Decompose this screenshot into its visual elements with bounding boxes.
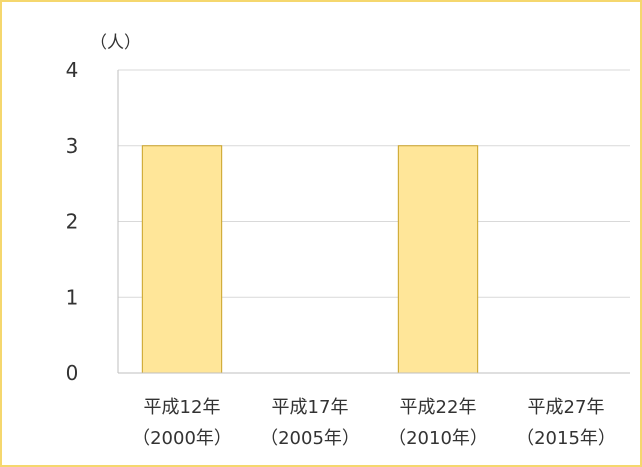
y-tick-label: 2 [66,210,79,234]
x-category-sublabel: （2010年） [388,428,488,449]
axis-layer: 0 1 2 3 4 平成12年 （2000年） 平成17年 （2005年） 平成22年 （2010年… [66,58,630,449]
y-axis-unit-label: （人） [90,33,141,53]
x-category-sublabel: （2000年） [132,428,232,449]
y-tick-label: 0 [66,361,79,385]
x-category-label: 平成22年 [400,397,477,418]
bar [397,145,479,374]
x-category-label: 平成27年 [528,397,605,418]
y-tick-label: 3 [66,134,79,158]
y-tick-label: 1 [66,285,79,309]
bar-layer [141,145,479,374]
bar [141,145,223,374]
x-category-sublabel: （2015年） [516,428,616,449]
x-category-label: 平成17年 [272,397,349,418]
x-category-sublabel: （2005年） [260,428,360,449]
y-tick-label: 4 [66,58,79,82]
x-category-label: 平成12年 [144,397,221,418]
